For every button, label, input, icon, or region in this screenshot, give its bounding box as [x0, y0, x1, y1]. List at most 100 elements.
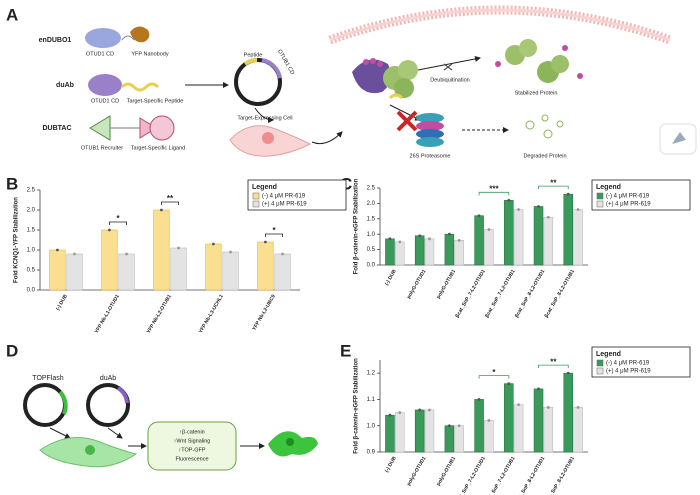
- y-tick-label: 1.5: [367, 216, 376, 222]
- part-label: OTUD1 CD: [86, 51, 114, 57]
- data-point: [487, 419, 491, 422]
- x-tick-label: βcat_SnP_7-L2-OTUD1: [454, 455, 487, 495]
- bar: [533, 206, 544, 266]
- construct-diagrams: enDUBO1 OTUD1 CD YFP Nanobody duAb OTUD1…: [39, 26, 185, 151]
- legend-title: Legend: [596, 351, 621, 358]
- effect-label: ↑Wnt Signaling: [174, 438, 211, 444]
- bar: [484, 229, 494, 266]
- bar: [274, 253, 291, 291]
- bar: [385, 414, 395, 453]
- significance-bracket: [478, 375, 510, 379]
- significance-bracket: [538, 185, 569, 190]
- significance-bracket: [265, 233, 283, 237]
- data-point: [537, 387, 540, 391]
- data-point: [418, 408, 422, 412]
- data-point: [177, 246, 180, 250]
- part-label: OTUB1 Recruiter: [81, 145, 123, 151]
- data-point: [56, 248, 59, 252]
- bar: [222, 251, 239, 291]
- bar: [484, 420, 494, 453]
- x-tick-label: polyG-OTUD1: [406, 455, 428, 487]
- plasmid: Peptide OTUB1 CD: [234, 49, 295, 106]
- significance-label: **: [167, 194, 174, 203]
- bar: [385, 238, 395, 266]
- x-tick-label: YFP Nb-L1-OTUD1: [94, 293, 121, 334]
- arrow: [311, 131, 343, 145]
- legend-swatch: [596, 367, 604, 375]
- x-tick-label: βcat_SnP_8-L2-OTUB1: [544, 455, 577, 495]
- panel-label: A: [6, 5, 18, 24]
- legend-label: (-) 4 μM PR-619: [606, 361, 650, 367]
- panel-d-diagram: TOPFlash duAb ↑β-catenin ↑Wnt Signaling …: [23, 375, 318, 471]
- data-point: [517, 208, 521, 211]
- part-label: Target-Specific Peptide: [127, 98, 184, 104]
- panel-label: D: [6, 341, 18, 360]
- x-tick-label: βcat_SnP_7-L2-OTUB1: [484, 455, 517, 495]
- legend-label: (+) 4 μM PR-619: [606, 369, 651, 375]
- process-label: Deubiquitination: [430, 77, 469, 83]
- bar: [444, 233, 455, 266]
- x-tick-label: βcat_SnP_8-L2-OTUD1: [514, 268, 547, 318]
- data-point: [566, 371, 570, 375]
- legend-box: [591, 346, 691, 378]
- bar: [573, 209, 583, 266]
- significance-label: **: [550, 357, 557, 366]
- construct-label: duAb: [100, 375, 116, 382]
- bar: [563, 193, 573, 266]
- data-point: [477, 214, 481, 218]
- data-point: [447, 424, 451, 428]
- data-point: [507, 382, 511, 386]
- data-point: [477, 398, 481, 401]
- bar: [504, 383, 514, 453]
- data-point: [108, 228, 111, 232]
- data-point: [229, 250, 232, 254]
- bar: [49, 249, 66, 291]
- data-point: [457, 424, 461, 428]
- data-point: [517, 403, 521, 407]
- data-point: [73, 252, 76, 256]
- effect-label: Fluorescence: [175, 456, 208, 462]
- significance-bracket: [478, 191, 510, 196]
- part-label: Target-Specific Ligand: [131, 145, 185, 151]
- bar: [395, 412, 405, 453]
- legend-title: Legend: [252, 184, 277, 191]
- y-axis-label: Fold β-catenin-eGFP Stabilization: [354, 178, 360, 274]
- x-tick-label: (-) DUB: [55, 293, 69, 311]
- significance-label: ***: [489, 184, 499, 193]
- construct-name: DUBTAC: [42, 125, 71, 132]
- bar: [573, 407, 583, 453]
- y-tick-label: 2.5: [27, 188, 36, 194]
- significance-label: **: [550, 178, 557, 187]
- bar: [414, 235, 425, 266]
- bar: [513, 404, 524, 453]
- x-tick-label: polyG-OTUD1: [406, 268, 428, 300]
- reporter-label: TOPFlash: [32, 375, 63, 382]
- panel-label: E: [340, 341, 351, 360]
- data-point: [160, 208, 163, 212]
- bar: [170, 247, 187, 291]
- bar: [474, 215, 484, 266]
- arrow: [254, 107, 274, 123]
- y-tick-label: 0.5: [27, 268, 36, 274]
- construct-name: enDUBO1: [39, 37, 72, 44]
- x-tick-label: polyG-OTUB1: [436, 268, 458, 300]
- legend-label: (+) 4 μM PR-619: [606, 202, 651, 208]
- bar: [205, 243, 222, 291]
- legend-swatch: [596, 200, 604, 208]
- significance-bracket: [109, 221, 127, 225]
- legend-box: [247, 179, 347, 211]
- y-axis-label: Fold β-catenin-eGFP Stabilization: [354, 358, 360, 454]
- bar: [533, 388, 544, 453]
- legend-label: (+) 4 μM PR-619: [262, 202, 307, 208]
- data-point: [125, 252, 128, 256]
- data-point: [418, 234, 422, 238]
- x-tick-label: (-) DUB: [384, 455, 398, 473]
- data-point: [576, 405, 580, 409]
- data-point: [566, 192, 570, 196]
- bar: [504, 200, 514, 266]
- legend-swatch: [252, 192, 260, 200]
- data-point: [428, 237, 431, 241]
- effect-label: ↑TOP-GFP: [178, 447, 205, 453]
- y-axis-label: Fold KCNQ1-YFP Stabilization: [14, 197, 20, 283]
